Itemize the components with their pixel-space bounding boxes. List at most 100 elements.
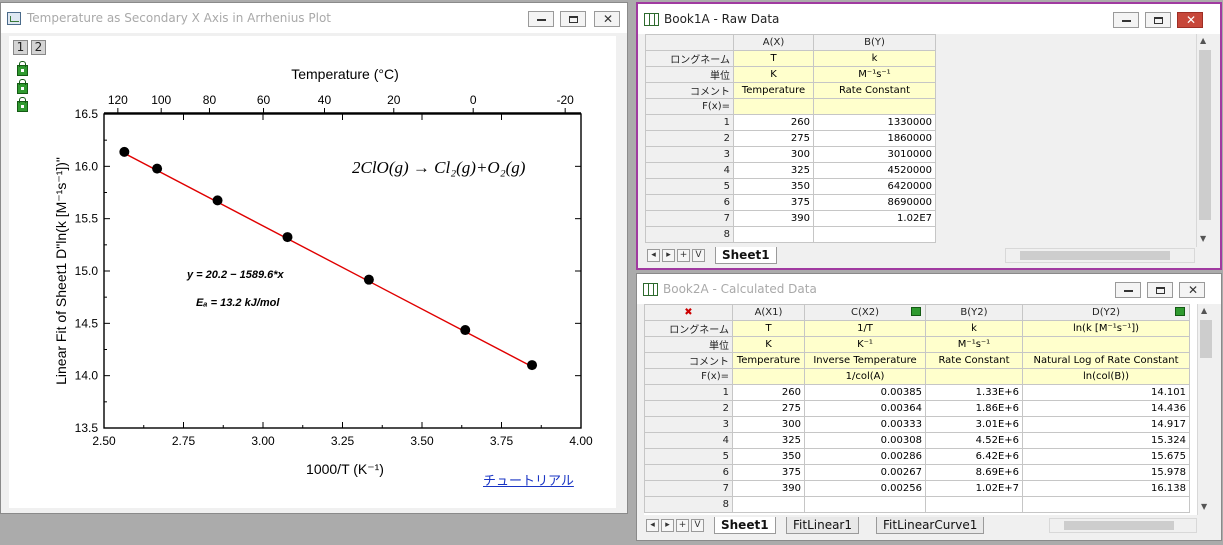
data-cell[interactable]: 0.00256: [804, 480, 926, 497]
meta-cell[interactable]: [1022, 336, 1190, 353]
row-number[interactable]: 7: [644, 480, 733, 497]
meta-cell[interactable]: Rate Constant: [813, 82, 936, 99]
close-button[interactable]: ✕: [1179, 282, 1205, 298]
row-number[interactable]: 3: [645, 146, 734, 163]
meta-cell[interactable]: M⁻¹s⁻¹: [813, 66, 936, 83]
row-label[interactable]: F(x)=: [644, 368, 733, 385]
book2-horizontal-scrollbar[interactable]: [1049, 518, 1197, 533]
scroll-thumb[interactable]: [1200, 320, 1212, 358]
data-cell[interactable]: 15.675: [1022, 448, 1190, 465]
corner-cell[interactable]: [645, 34, 734, 51]
column-header[interactable]: C(X2): [804, 304, 926, 321]
column-header[interactable]: A(X1): [732, 304, 805, 321]
row-label[interactable]: 単位: [644, 336, 733, 353]
data-cell[interactable]: 260: [732, 384, 805, 401]
data-cell[interactable]: 390: [733, 210, 814, 227]
book1-horizontal-scrollbar[interactable]: [1005, 248, 1195, 263]
data-cell[interactable]: 275: [732, 400, 805, 417]
data-cell[interactable]: 16.138: [1022, 480, 1190, 497]
add-sheet-button[interactable]: +: [676, 519, 689, 532]
tutorial-link[interactable]: チュートリアル: [483, 474, 574, 489]
meta-cell[interactable]: [732, 368, 805, 385]
book2-tab-bar[interactable]: ◂ ▸ + V Sheet1 FitLinear1 FitLinearCurve…: [644, 517, 1216, 535]
row-number[interactable]: 1: [645, 114, 734, 131]
lock-icon[interactable]: [17, 97, 28, 112]
meta-cell[interactable]: [733, 98, 814, 115]
scroll-thumb[interactable]: [1064, 521, 1174, 530]
meta-cell[interactable]: [925, 368, 1023, 385]
book2-grid-area[interactable]: ✖ A(X1) C(X2) B(Y2) D(Y2) ロングネーム T 1/T k ln(…: [644, 304, 1197, 515]
data-cell[interactable]: [732, 496, 805, 513]
row-number[interactable]: 3: [644, 416, 733, 433]
data-cell[interactable]: 8690000: [813, 194, 936, 211]
scroll-thumb[interactable]: [1020, 251, 1170, 260]
corner-cell[interactable]: ✖: [644, 304, 733, 321]
row-number[interactable]: 1: [644, 384, 733, 401]
scroll-up-icon[interactable]: ▲: [1201, 306, 1208, 315]
data-cell[interactable]: 325: [733, 162, 814, 179]
data-cell[interactable]: 350: [733, 178, 814, 195]
row-number[interactable]: 6: [645, 194, 734, 211]
tab-sheet1[interactable]: Sheet1: [715, 247, 777, 264]
meta-cell[interactable]: 1/col(A): [804, 368, 926, 385]
close-button[interactable]: ✕: [594, 11, 620, 27]
scroll-down-icon[interactable]: ▼: [1200, 234, 1207, 243]
row-label[interactable]: F(x)=: [645, 98, 734, 115]
meta-cell[interactable]: [813, 98, 936, 115]
data-cell[interactable]: 0.00385: [804, 384, 926, 401]
meta-cell[interactable]: k: [813, 50, 936, 67]
data-cell[interactable]: 6420000: [813, 178, 936, 195]
meta-cell[interactable]: ln(col(B)): [1022, 368, 1190, 385]
book1-table[interactable]: A(X) B(Y) ロングネーム T k 単位 K M⁻¹s⁻¹ コメント Te…: [645, 34, 936, 243]
data-cell[interactable]: 300: [732, 416, 805, 433]
data-cell[interactable]: 1.02E+7: [925, 480, 1023, 497]
data-cell[interactable]: 0.00333: [804, 416, 926, 433]
data-cell[interactable]: 1.02E7: [813, 210, 936, 227]
column-header[interactable]: D(Y2): [1022, 304, 1190, 321]
meta-cell[interactable]: Natural Log of Rate Constant: [1022, 352, 1190, 369]
layer-2-button[interactable]: 2: [31, 40, 46, 55]
data-cell[interactable]: [804, 496, 926, 513]
sheet-list-button[interactable]: V: [692, 249, 705, 262]
data-cell[interactable]: 275: [733, 130, 814, 147]
data-cell[interactable]: 14.917: [1022, 416, 1190, 433]
data-cell[interactable]: 300: [733, 146, 814, 163]
data-cell[interactable]: 350: [732, 448, 805, 465]
close-button[interactable]: ✕: [1177, 12, 1203, 28]
data-cell[interactable]: 4520000: [813, 162, 936, 179]
data-cell[interactable]: 14.436: [1022, 400, 1190, 417]
meta-cell[interactable]: T: [732, 320, 805, 337]
row-number[interactable]: 4: [644, 432, 733, 449]
data-cell[interactable]: 1330000: [813, 114, 936, 131]
graph-window-titlebar[interactable]: Temperature as Secondary X Axis in Arrhe…: [1, 3, 627, 33]
meta-cell[interactable]: ln(k [M⁻¹s⁻¹]): [1022, 320, 1190, 337]
data-cell[interactable]: 3.01E+6: [925, 416, 1023, 433]
lock-icon[interactable]: [1175, 307, 1185, 316]
scroll-up-icon[interactable]: ▲: [1200, 36, 1207, 45]
row-number[interactable]: 6: [644, 464, 733, 481]
row-number[interactable]: 7: [645, 210, 734, 227]
data-cell[interactable]: 0.00364: [804, 400, 926, 417]
layer-1-button[interactable]: 1: [13, 40, 28, 55]
data-cell[interactable]: 375: [732, 464, 805, 481]
data-cell[interactable]: 0.00308: [804, 432, 926, 449]
lock-icon[interactable]: [17, 79, 28, 94]
minimize-button[interactable]: [1115, 282, 1141, 298]
maximize-button[interactable]: [560, 11, 586, 27]
book2-vertical-scrollbar[interactable]: ▲ ▼: [1197, 304, 1214, 515]
scroll-thumb[interactable]: [1199, 50, 1211, 220]
delete-icon[interactable]: ✖: [684, 307, 693, 318]
first-sheet-button[interactable]: ◂: [647, 249, 660, 262]
data-cell[interactable]: [1022, 496, 1190, 513]
maximize-button[interactable]: [1145, 12, 1171, 28]
data-cell[interactable]: 390: [732, 480, 805, 497]
scroll-down-icon[interactable]: ▼: [1201, 502, 1208, 511]
data-cell[interactable]: 3010000: [813, 146, 936, 163]
meta-cell[interactable]: M⁻¹s⁻¹: [925, 336, 1023, 353]
book2-titlebar[interactable]: Book2A - Calculated Data ✕: [637, 274, 1221, 304]
next-sheet-button[interactable]: ▸: [661, 519, 674, 532]
minimize-button[interactable]: [528, 11, 554, 27]
meta-cell[interactable]: k: [925, 320, 1023, 337]
meta-cell[interactable]: Temperature: [732, 352, 805, 369]
row-label[interactable]: 単位: [645, 66, 734, 83]
